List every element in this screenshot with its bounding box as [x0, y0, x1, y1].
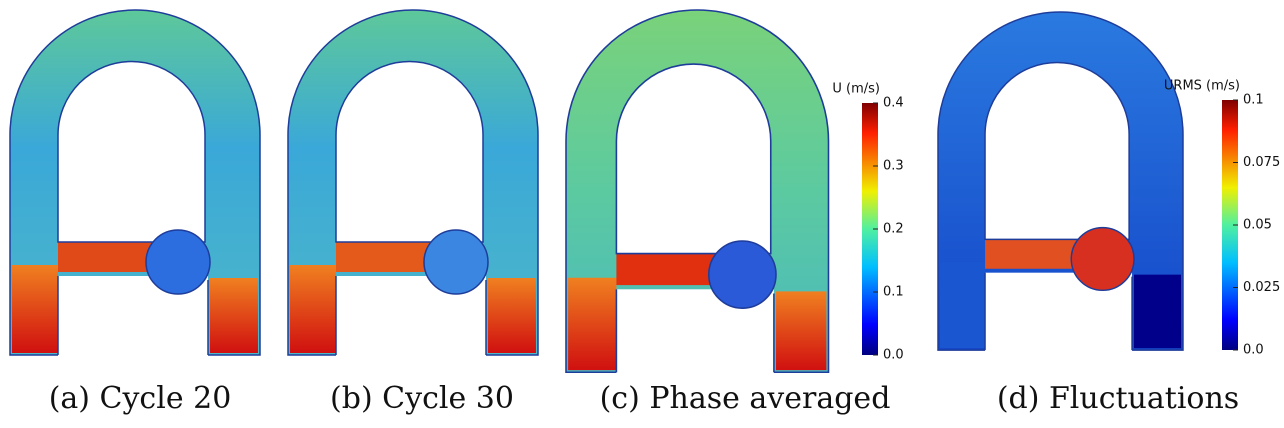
colorbar-title: U (m/s): [832, 82, 880, 97]
inner-hole: [984, 61, 1130, 241]
colorbar-tick-label: 0.4: [883, 96, 904, 111]
flow-panel: [287, 9, 539, 358]
left-leg-flow: [290, 265, 336, 353]
inner-hole: [615, 63, 772, 255]
colorbar-title: URMS (m/s): [1164, 79, 1240, 94]
panel-caption: (b) Cycle 30: [330, 381, 514, 416]
left-leg-flow: [568, 277, 617, 371]
panel-caption: (d) Fluctuations: [997, 381, 1239, 416]
colorbar-tick-label: 0.025: [1243, 280, 1280, 295]
chamber: [1070, 226, 1135, 292]
right-leg-flow: [776, 291, 827, 371]
colorbar-tick-label: 0.2: [883, 222, 904, 237]
chamber: [708, 240, 777, 309]
colorbar-tick-label: 0.05: [1243, 218, 1272, 233]
inner-hole: [57, 60, 206, 243]
colorbar-tick-label: 0.0: [1243, 343, 1264, 358]
right-leg-flow: [488, 278, 536, 353]
flow-panel: [565, 9, 830, 376]
flow-panel: [9, 9, 261, 358]
left-leg-flow: [12, 265, 58, 353]
colorbar-tick-label: 0.3: [883, 159, 904, 174]
chamber: [145, 229, 211, 295]
panel-caption: (c) Phase averaged: [600, 381, 891, 416]
colorbar-tick-label: 0.1: [883, 285, 904, 300]
panel-caption: (a) Cycle 20: [49, 381, 232, 416]
right-leg-flow: [210, 278, 258, 353]
flow-panel: [937, 11, 1184, 354]
colorbar-tick-label: 0.1: [1243, 93, 1264, 108]
colorbar-tick-label: 0.0: [883, 348, 904, 363]
left-leg-flow: [939, 261, 986, 349]
chamber: [423, 229, 489, 295]
right-leg-flow: [1134, 274, 1182, 349]
inner-hole: [335, 60, 484, 243]
colorbar-tick-label: 0.075: [1243, 155, 1280, 170]
